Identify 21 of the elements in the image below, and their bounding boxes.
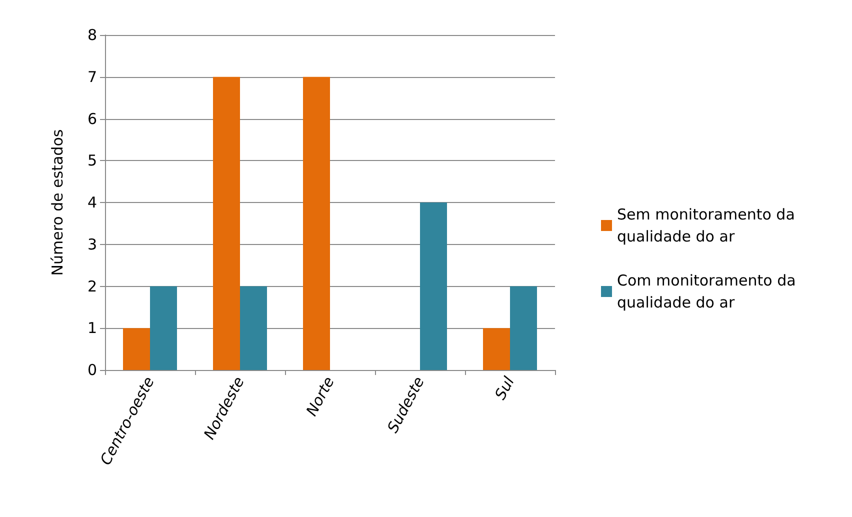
bar (483, 328, 510, 370)
bar (303, 76, 330, 370)
bar (510, 286, 537, 370)
legend-label: Sem monitoramento da qualidade do ar (617, 206, 800, 246)
bar (213, 76, 240, 370)
y-tick-label: 4 (87, 194, 97, 212)
y-tick-label: 2 (87, 277, 97, 296)
y-tick-label: 3 (87, 235, 97, 254)
y-tick-label: 0 (87, 361, 97, 379)
legend-label: Com monitoramento da qualidade do ar (617, 272, 801, 312)
y-tick-label: 7 (87, 68, 97, 86)
y-tick-label: 8 (87, 26, 97, 44)
bar (420, 202, 447, 370)
y-axis-title: Número de estados (48, 129, 66, 276)
bar (123, 328, 150, 370)
x-tick-label: Sul (491, 373, 518, 403)
y-tick-label: 1 (87, 319, 97, 338)
y-tick-label: 6 (87, 110, 97, 128)
bar (150, 286, 177, 370)
bar (240, 286, 267, 370)
y-tick-label: 5 (87, 152, 97, 170)
